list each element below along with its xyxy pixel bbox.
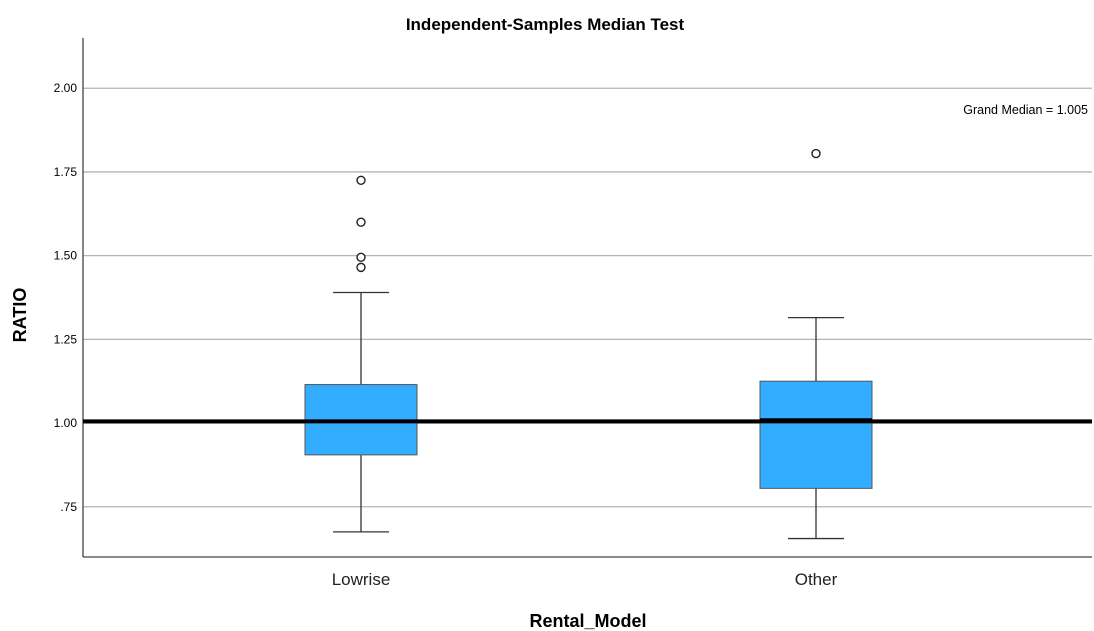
boxplot-lowrise bbox=[304, 291, 418, 533]
iqr-box bbox=[759, 380, 873, 489]
outliers bbox=[356, 148, 821, 273]
y-tick-label: 1.75 bbox=[54, 165, 78, 179]
y-tick-label: 2.00 bbox=[54, 81, 78, 95]
category-labels: Lowrise Other bbox=[332, 570, 838, 589]
y-tick-labels: .75 1.00 1.25 1.50 1.75 2.00 bbox=[54, 81, 78, 514]
axes bbox=[82, 38, 1092, 558]
outlier-point bbox=[356, 175, 366, 186]
y-tick-label: 1.50 bbox=[54, 249, 78, 263]
outlier-point bbox=[811, 148, 821, 159]
category-label-other: Other bbox=[795, 570, 838, 589]
y-tick-label: 1.00 bbox=[54, 416, 78, 430]
grand-median-annotation: Grand Median = 1.005 bbox=[963, 103, 1088, 117]
y-tick-label: .75 bbox=[60, 500, 77, 514]
y-axis-label: RATIO bbox=[10, 288, 30, 343]
outlier-point bbox=[356, 252, 366, 263]
outlier-point bbox=[356, 262, 366, 273]
chart-title: Independent-Samples Median Test bbox=[406, 15, 685, 34]
outlier-point bbox=[356, 217, 366, 227]
boxplot-other bbox=[759, 316, 873, 540]
x-axis-label: Rental_Model bbox=[529, 611, 646, 631]
y-tick-label: 1.25 bbox=[54, 332, 78, 346]
category-label-lowrise: Lowrise bbox=[332, 570, 391, 589]
gridlines bbox=[83, 87, 1092, 508]
boxplots bbox=[304, 291, 873, 540]
